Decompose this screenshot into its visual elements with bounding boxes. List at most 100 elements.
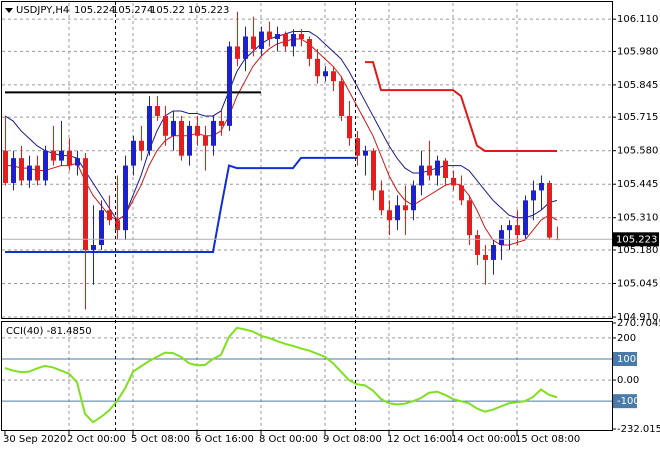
indicator-line [5, 156, 357, 253]
candle-body [299, 34, 304, 39]
cci-line [4, 326, 558, 424]
candle-body [523, 200, 528, 236]
candle-body [475, 235, 480, 255]
x-tick-label: 6 Oct 16:00 [195, 434, 254, 445]
candle-body [235, 46, 240, 59]
candle-body [395, 205, 400, 221]
candle-body [251, 36, 256, 49]
candle-body [227, 46, 232, 126]
candle-body [387, 210, 392, 221]
plot-layer [2, 3, 612, 430]
x-tick-label: 30 Sep 2020 [3, 434, 66, 445]
candle-body [331, 71, 336, 82]
y-tick-label: 105.580 [617, 146, 658, 157]
candle-body [323, 71, 328, 77]
candle-body [35, 165, 40, 181]
y-tick-label: 105.180 [617, 245, 658, 256]
candle-body [219, 120, 224, 126]
y-tick-label: -100 [617, 396, 640, 407]
x-tick-label: 8 Oct 00:00 [259, 434, 318, 445]
x-tick-label: 12 Oct 16:00 [387, 434, 452, 445]
x-tick-label: 2 Oct 00:00 [67, 434, 126, 445]
y-tick-label: 200 [617, 333, 636, 344]
last-low: 105.22 [150, 5, 185, 16]
y-tick-label: 270.7045 [617, 318, 660, 329]
candle-body [459, 185, 464, 201]
candle-body [307, 38, 312, 59]
candle-body [195, 125, 200, 136]
candle-body [291, 34, 296, 47]
candle-body [187, 125, 192, 156]
indicator-line [365, 61, 557, 152]
indicator-line [4, 31, 558, 221]
title-icon [5, 8, 13, 13]
candle-body [467, 200, 472, 236]
last-open: 105.224 [74, 5, 115, 16]
candle-body [507, 225, 512, 231]
last-high: 105.274 [112, 5, 153, 16]
candle-body [51, 150, 56, 161]
candle-body [123, 165, 128, 231]
candle-body [147, 106, 152, 151]
y-tick-label: -232.0152 [617, 424, 660, 435]
candle-body [115, 220, 120, 231]
candle-body [427, 165, 432, 176]
candle-body [59, 150, 64, 161]
candle-body [355, 138, 360, 156]
candle-body [179, 120, 184, 156]
candle-body [139, 140, 144, 151]
candle-body [491, 245, 496, 260]
cci-title: CCI(40) -81.4850 [6, 326, 92, 337]
candle-body [163, 115, 168, 136]
candle-body [411, 185, 416, 211]
candle-body [11, 158, 16, 183]
candle-body [435, 160, 440, 176]
candle-body [403, 205, 408, 211]
candle-body [83, 158, 88, 250]
candle-body [171, 120, 176, 136]
x-tick-label: 9 Oct 08:00 [323, 434, 382, 445]
level-box [613, 351, 637, 366]
candle-body [27, 165, 32, 181]
y-tick-label: 105.045 [617, 278, 658, 289]
candle-body [131, 140, 136, 166]
candle-body [259, 31, 264, 49]
y-tick-label: 105.310 [617, 213, 658, 224]
candle-body [3, 150, 8, 183]
candle-body [539, 182, 544, 191]
candle-body [91, 245, 96, 250]
x-tick-label: 15 Oct 08:00 [515, 434, 580, 445]
y-tick-label: 105.980 [617, 46, 658, 57]
price-box-label: 105.223 [616, 234, 657, 245]
candle-body [339, 81, 344, 116]
candle-body [515, 225, 520, 236]
y-tick-label: 106.110 [617, 14, 658, 25]
y-tick-label: 100 [617, 354, 636, 365]
candle-body [371, 150, 376, 191]
candle-body [283, 34, 288, 47]
candle-body [67, 150, 72, 166]
candle-body [419, 165, 424, 186]
candle-body [203, 135, 208, 146]
cci-frame [1, 321, 613, 431]
x-tick-label: 14 Oct 00:00 [451, 434, 516, 445]
candle-body [267, 31, 272, 39]
candle-body [43, 150, 48, 181]
y-tick-label: 105.445 [617, 179, 658, 190]
candle-body [275, 34, 280, 39]
candle-body [379, 190, 384, 211]
y-tick-label: 0.00 [617, 375, 639, 386]
candle-body [531, 190, 536, 201]
candle-body [211, 120, 216, 146]
price-frame [1, 1, 613, 319]
y-tick-label: 104.910 [617, 312, 658, 323]
candle-body [499, 230, 504, 246]
indicator-line [5, 38, 558, 246]
candle-body [483, 254, 488, 260]
level-box [613, 394, 637, 409]
candle-body [315, 58, 320, 77]
candle-body [347, 115, 352, 139]
y-tick-label: 105.715 [617, 112, 658, 123]
price-box [613, 232, 659, 247]
symbol: USDJPY,H4 [16, 5, 69, 16]
